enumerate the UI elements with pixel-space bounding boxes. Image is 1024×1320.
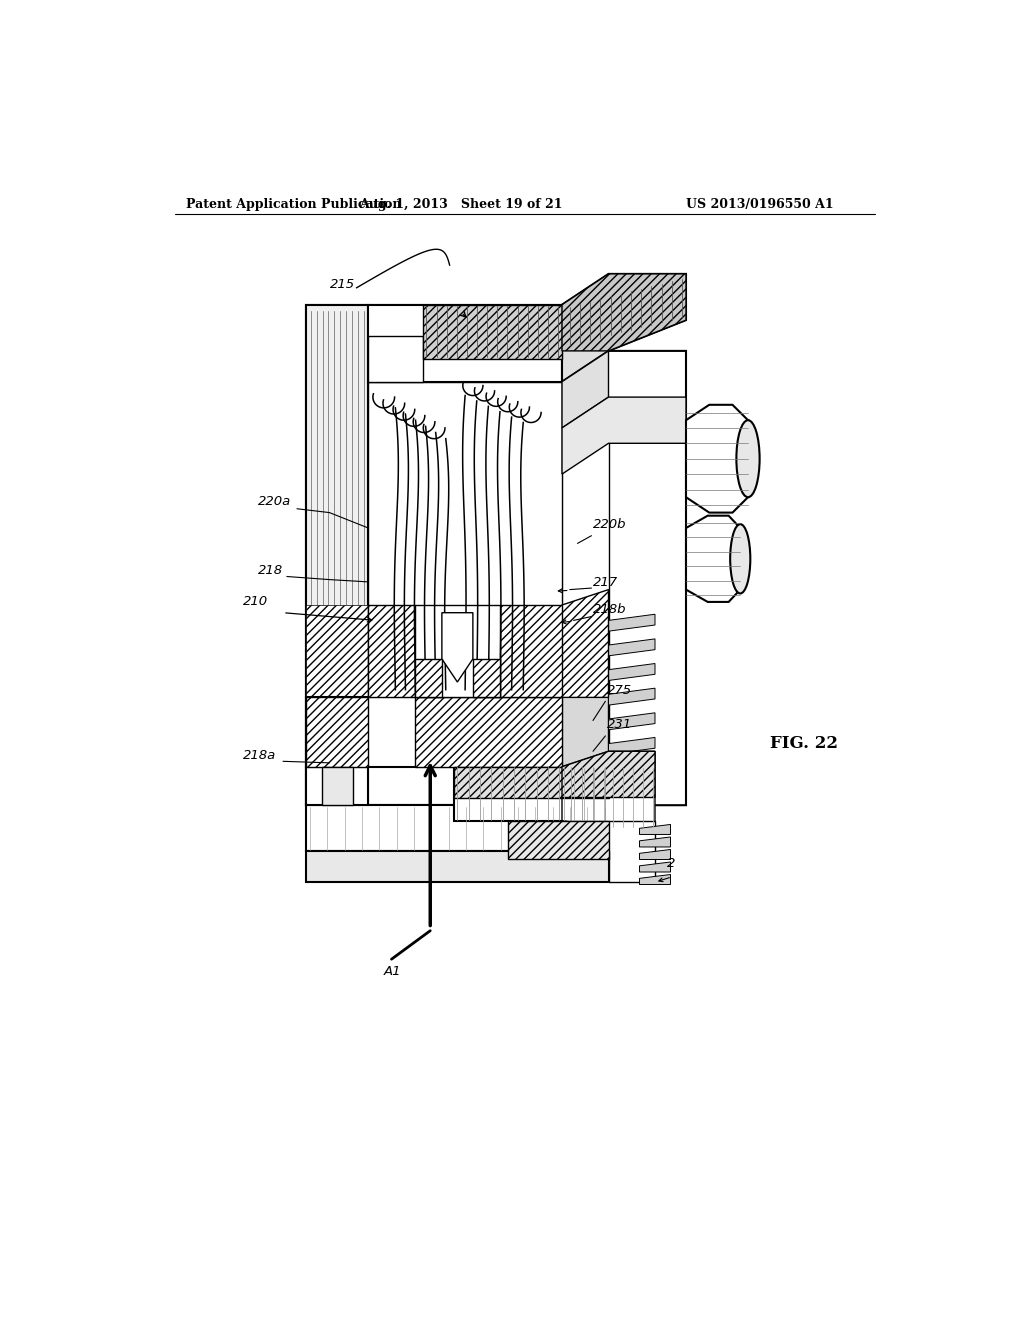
- Text: 220a: 220a: [258, 495, 292, 508]
- Polygon shape: [423, 305, 562, 359]
- Text: 218: 218: [258, 564, 284, 577]
- Polygon shape: [415, 605, 500, 697]
- Polygon shape: [508, 821, 608, 859]
- Text: A1: A1: [384, 965, 401, 978]
- Polygon shape: [322, 767, 352, 805]
- Polygon shape: [415, 659, 442, 697]
- Polygon shape: [608, 713, 655, 730]
- Polygon shape: [562, 351, 686, 805]
- Polygon shape: [608, 836, 640, 882]
- Polygon shape: [454, 767, 608, 797]
- Polygon shape: [608, 614, 655, 631]
- Polygon shape: [686, 405, 748, 512]
- Text: 2: 2: [667, 857, 675, 870]
- Text: 217: 217: [593, 576, 618, 589]
- Polygon shape: [369, 381, 562, 697]
- Text: 218a: 218a: [243, 748, 275, 762]
- Polygon shape: [640, 837, 671, 847]
- Text: 210: 210: [243, 595, 268, 609]
- Polygon shape: [500, 605, 562, 697]
- Polygon shape: [306, 697, 369, 767]
- Polygon shape: [640, 850, 671, 859]
- Polygon shape: [562, 751, 655, 797]
- Text: Patent Application Publication: Patent Application Publication: [186, 198, 401, 211]
- Polygon shape: [306, 605, 369, 805]
- Polygon shape: [562, 821, 655, 882]
- Polygon shape: [306, 805, 608, 851]
- Text: 220b: 220b: [593, 517, 627, 531]
- Polygon shape: [306, 767, 369, 805]
- Polygon shape: [562, 682, 608, 767]
- Polygon shape: [442, 612, 473, 682]
- Polygon shape: [562, 351, 608, 428]
- Polygon shape: [369, 335, 423, 381]
- Text: US 2013/0196550 A1: US 2013/0196550 A1: [686, 198, 834, 211]
- Polygon shape: [608, 789, 640, 851]
- Polygon shape: [369, 605, 415, 697]
- Text: 215: 215: [330, 277, 354, 290]
- Text: 275: 275: [607, 684, 632, 697]
- Polygon shape: [415, 697, 562, 767]
- Polygon shape: [608, 738, 655, 755]
- Polygon shape: [640, 825, 671, 834]
- Polygon shape: [306, 851, 608, 882]
- Ellipse shape: [730, 524, 751, 594]
- Polygon shape: [608, 664, 655, 681]
- Polygon shape: [686, 516, 740, 602]
- Text: Aug. 1, 2013   Sheet 19 of 21: Aug. 1, 2013 Sheet 19 of 21: [359, 198, 563, 211]
- Polygon shape: [562, 590, 608, 697]
- Polygon shape: [306, 305, 562, 805]
- Polygon shape: [608, 688, 655, 705]
- Text: 218b: 218b: [593, 603, 627, 615]
- Text: 231: 231: [607, 718, 632, 731]
- Ellipse shape: [736, 420, 760, 498]
- Polygon shape: [562, 751, 655, 829]
- Polygon shape: [306, 305, 369, 805]
- Polygon shape: [369, 305, 562, 381]
- Polygon shape: [562, 397, 686, 474]
- Polygon shape: [473, 659, 500, 697]
- Polygon shape: [562, 275, 686, 381]
- Polygon shape: [306, 697, 562, 767]
- Polygon shape: [608, 639, 655, 656]
- Polygon shape: [562, 275, 686, 351]
- Polygon shape: [454, 767, 608, 821]
- Polygon shape: [640, 874, 671, 884]
- Polygon shape: [640, 862, 671, 873]
- Text: FIG. 22: FIG. 22: [770, 735, 838, 752]
